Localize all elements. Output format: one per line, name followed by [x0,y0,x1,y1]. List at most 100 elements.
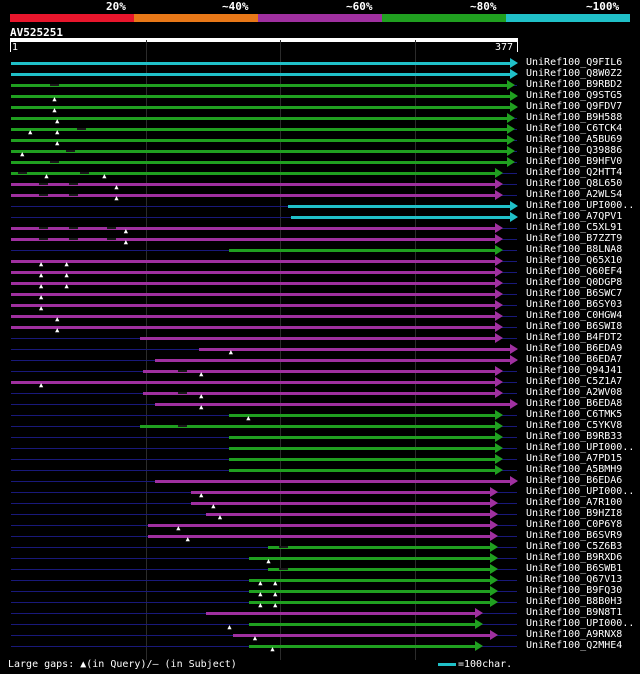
hit-name-link[interactable]: UniRef100_C5Z6B3 [526,541,623,552]
hit-name-link[interactable]: UniRef100_Q94J41 [526,365,623,376]
hit-name-link[interactable]: UniRef100_B6EDA7 [526,354,623,365]
hit-alignment-bar[interactable] [249,590,491,593]
hit-alignment-bar[interactable] [11,381,497,384]
hit-row[interactable]: ▲ ▲ UniRef100_B8B0H3 [0,596,640,609]
hit-row[interactable]: ▲ ▲ UniRef100_Q65X10 [0,255,640,268]
hit-name-link[interactable]: UniRef100_B6EDA8 [526,398,623,409]
hit-row[interactable]: ▲ UniRef100_B6EDA9 [0,343,640,356]
hit-name-link[interactable]: UniRef100_Q39886 [526,145,623,156]
hit-row[interactable]: ▲ UniRef100_A2WV08 [0,387,640,400]
hit-alignment-bar[interactable] [142,392,497,395]
hit-row[interactable]: ▲ UniRef100_C5XL91 [0,222,640,235]
hit-row[interactable]: UniRef100_Q9FIL6 [0,57,640,69]
hit-row[interactable]: UniRef100_C5Z6B3 [0,541,640,553]
hit-row[interactable]: UniRef100_B6EDA7 [0,354,640,366]
hit-alignment-bar[interactable] [140,425,497,428]
hit-name-link[interactable]: UniRef100_A7QPV1 [526,211,623,222]
hit-row[interactable]: ▲ UniRef100_B6SWC7 [0,288,640,301]
hit-alignment-bar[interactable] [249,557,491,560]
hit-row[interactable]: ▲ UniRef100_B6SY03 [0,299,640,312]
hit-row[interactable]: UniRef100_UPI000.. [0,442,640,454]
hit-alignment-bar[interactable] [11,238,497,241]
hit-row[interactable]: ▲ UniRef100_B6SVR9 [0,530,640,543]
hit-name-link[interactable]: UniRef100_Q0DGP8 [526,277,623,288]
hit-alignment-bar[interactable] [154,359,511,362]
hit-row[interactable]: ▲ UniRef100_B9HZI8 [0,508,640,521]
hit-name-link[interactable]: UniRef100_B6SVR9 [526,530,623,541]
hit-row[interactable]: ▲ UniRef100_C5Z1A7 [0,376,640,389]
hit-row[interactable]: ▲ UniRef100_B6EDA8 [0,398,640,411]
hit-alignment-bar[interactable] [11,315,497,318]
hit-row[interactable]: ▲ ▲ UniRef100_C6TCK4 [0,123,640,136]
hit-row[interactable]: ▲ ▲ UniRef100_Q67V13 [0,574,640,587]
hit-row[interactable]: ▲ UniRef100_C6TMK5 [0,409,640,422]
hit-alignment-bar[interactable] [11,84,509,87]
hit-alignment-bar[interactable] [11,183,497,186]
hit-alignment-bar[interactable] [229,436,497,439]
hit-row[interactable]: ▲ UniRef100_B9H588 [0,112,640,125]
hit-name-link[interactable]: UniRef100_C6TMK5 [526,409,623,420]
hit-row[interactable]: UniRef100_B8LNA8 [0,244,640,256]
hit-name-link[interactable]: UniRef100_C5XL91 [526,222,623,233]
hit-row[interactable]: UniRef100_B9HFV0 [0,156,640,168]
hit-alignment-bar[interactable] [288,205,511,208]
hit-row[interactable]: ▲ UniRef100_Q8L650 [0,178,640,191]
hit-name-link[interactable]: UniRef100_Q2HTT4 [526,167,623,178]
hit-row[interactable]: ▲ UniRef100_A7R100 [0,497,640,510]
hit-alignment-bar[interactable] [268,546,491,549]
hit-name-link[interactable]: UniRef100_C5Z1A7 [526,376,623,387]
hit-name-link[interactable]: UniRef100_A5BU69 [526,134,623,145]
hit-alignment-bar[interactable] [11,139,509,142]
hit-row[interactable]: ▲ UniRef100_Q2MHE4 [0,640,640,653]
hit-name-link[interactable]: UniRef100_Q65X10 [526,255,623,266]
hit-alignment-bar[interactable] [229,469,497,472]
hit-name-link[interactable]: UniRef100_Q67V13 [526,574,623,585]
hit-name-link[interactable]: UniRef100_UPI000.. [526,618,635,629]
hit-row[interactable]: ▲ UniRef100_A5BU69 [0,134,640,147]
hit-alignment-bar[interactable] [11,293,497,296]
hit-row[interactable]: UniRef100_Q8W0Z2 [0,68,640,80]
hit-alignment-bar[interactable] [142,370,497,373]
hit-name-link[interactable]: UniRef100_B9H588 [526,112,623,123]
hit-alignment-bar[interactable] [11,304,497,307]
hit-row[interactable]: ▲ ▲ UniRef100_Q0DGP8 [0,277,640,290]
hit-row[interactable]: ▲ UniRef100_Q39886 [0,145,640,158]
hit-name-link[interactable]: UniRef100_B9RXD6 [526,552,623,563]
hit-alignment-bar[interactable] [206,612,476,615]
hit-name-link[interactable]: UniRef100_B9RB33 [526,431,623,442]
hit-alignment-bar[interactable] [11,161,509,164]
hit-row[interactable]: ▲ UniRef100_Q9STG5 [0,90,640,103]
hit-alignment-bar[interactable] [229,447,497,450]
hit-alignment-bar[interactable] [140,337,497,340]
hit-name-link[interactable]: UniRef100_B6EDA9 [526,343,623,354]
hit-row[interactable]: ▲ UniRef100_Q94J41 [0,365,640,378]
hit-name-link[interactable]: UniRef100_Q8L650 [526,178,623,189]
hit-alignment-bar[interactable] [268,568,491,571]
hit-name-link[interactable]: UniRef100_B4FDT2 [526,332,623,343]
hit-alignment-bar[interactable] [11,227,497,230]
hit-name-link[interactable]: UniRef100_C0P6Y8 [526,519,623,530]
hit-alignment-bar[interactable] [11,106,511,109]
hit-name-link[interactable]: UniRef100_A5BMH9 [526,464,623,475]
hit-name-link[interactable]: UniRef100_B9FQ30 [526,585,623,596]
hit-row[interactable]: UniRef100_A7PD15 [0,453,640,465]
hit-alignment-bar[interactable] [11,326,497,329]
hit-row[interactable]: UniRef100_A5BMH9 [0,464,640,476]
hit-name-link[interactable]: UniRef100_A7PD15 [526,453,623,464]
hit-alignment-bar[interactable] [249,645,476,648]
hit-alignment-bar[interactable] [249,601,491,604]
hit-name-link[interactable]: UniRef100_A2WV08 [526,387,623,398]
hit-name-link[interactable]: UniRef100_A2WLS4 [526,189,623,200]
hit-alignment-bar[interactable] [154,480,511,483]
hit-name-link[interactable]: UniRef100_C6TCK4 [526,123,623,134]
hit-row[interactable]: UniRef100_B6SWB1 [0,563,640,575]
hit-row[interactable]: ▲ UniRef100_B7ZZT9 [0,233,640,246]
hit-name-link[interactable]: UniRef100_B8B0H3 [526,596,623,607]
hit-alignment-bar[interactable] [11,271,497,274]
hit-row[interactable]: ▲ UniRef100_A9RNX8 [0,629,640,642]
hit-name-link[interactable]: UniRef100_B9HFV0 [526,156,623,167]
hit-alignment-bar[interactable] [11,128,509,131]
hit-name-link[interactable]: UniRef100_Q60EF4 [526,266,623,277]
hit-row[interactable]: ▲ UniRef100_A2WLS4 [0,189,640,202]
hit-alignment-bar[interactable] [148,535,491,538]
